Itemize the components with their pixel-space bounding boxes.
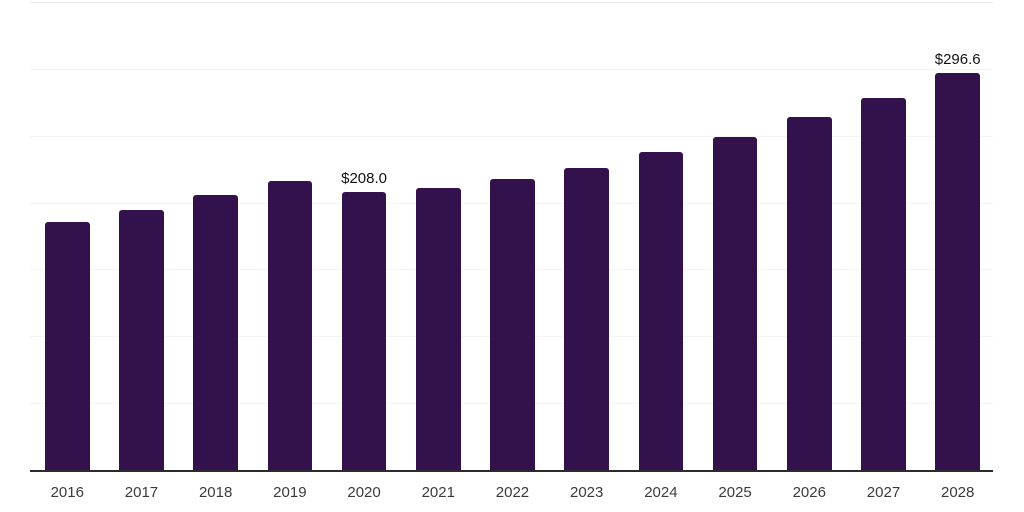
bar-2021	[416, 187, 461, 470]
bar-cell-2024	[638, 2, 684, 470]
x-tick-label-2028: 2028	[941, 484, 975, 501]
x-tick-label-2026: 2026	[792, 484, 826, 501]
bar-2016	[45, 222, 90, 470]
x-tick-label-2027: 2027	[866, 484, 901, 501]
bar-cell-2018	[193, 2, 238, 470]
x-tick-label-2025: 2025	[718, 484, 752, 501]
gridline-250	[30, 136, 993, 137]
bar-2020	[341, 191, 387, 470]
x-tick-label-2020: 2020	[347, 484, 381, 501]
bar-2026	[787, 117, 832, 470]
x-tick-label-2023: 2023	[569, 484, 604, 501]
x-tick-label-2016: 2016	[50, 484, 84, 501]
gridline-300	[30, 69, 993, 70]
bar-cell-2016	[45, 2, 90, 470]
bar-cell-2025	[712, 2, 758, 470]
x-axis-tick-labels: 2016 2017 2018 2019 2020 2021 2022 2023 2024 2025…	[45, 484, 980, 502]
bar-2028	[935, 73, 980, 470]
bar-cell-2020: $208.0	[341, 2, 388, 470]
bar-2024	[638, 152, 684, 470]
value-label-2028: $296.6	[934, 51, 981, 69]
bar-cell-2022	[490, 2, 535, 470]
x-tick-label-2024: 2024	[644, 484, 678, 501]
bar-2025	[712, 136, 758, 470]
bar-2023	[564, 167, 609, 470]
plot-top-boundary-line	[30, 2, 993, 3]
bar-cell-2028: $296.6	[934, 2, 981, 470]
bar-cell-2023	[564, 2, 609, 470]
bar-cell-2017	[119, 2, 164, 470]
x-tick-label-2021: 2021	[421, 484, 455, 501]
value-label-2020: $208.0	[341, 169, 388, 187]
bar-cell-2019	[267, 2, 313, 470]
bar-2017	[119, 209, 164, 470]
bar-cell-2027	[861, 2, 906, 470]
bar-2018	[193, 194, 238, 470]
bar-2027	[861, 98, 906, 470]
x-tick-label-2019: 2019	[273, 484, 307, 501]
x-tick-label-2022: 2022	[495, 484, 530, 501]
bars-container: $208.0 $296.6	[45, 2, 981, 470]
bar-cell-2026	[787, 2, 832, 470]
x-axis-line	[30, 470, 993, 472]
bar-2022	[490, 178, 535, 470]
bar-cell-2021	[416, 2, 461, 470]
x-tick-label-2018: 2018	[198, 484, 233, 501]
bar-2019	[267, 180, 313, 470]
x-tick-label-2017: 2017	[124, 484, 159, 501]
